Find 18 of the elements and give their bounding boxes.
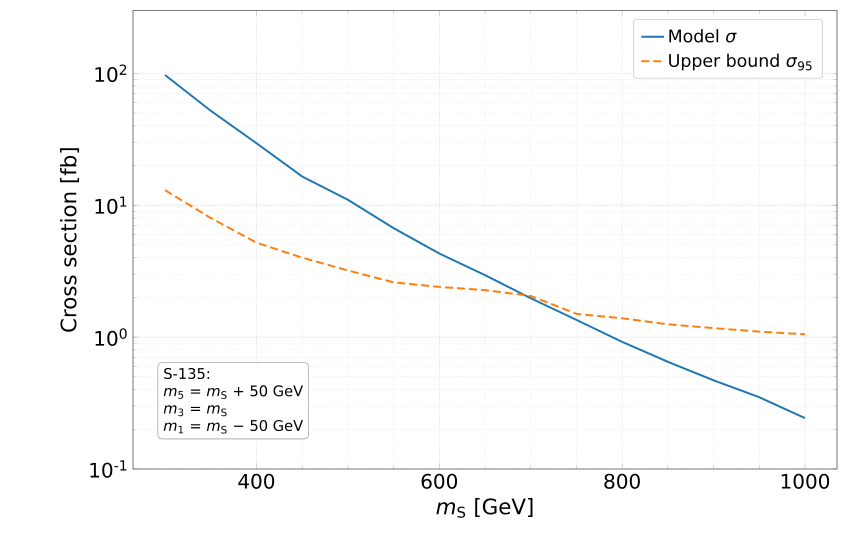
annotation: S-135:: [164, 368, 210, 380]
x-tick-label: 800: [604, 474, 640, 489]
y-tick-label: 10$^{1}$: [95, 196, 126, 214]
y-axis-title: Cross section [fb]: [60, 148, 80, 332]
y-tick-label: 10$^{0}$: [95, 328, 127, 346]
x-axis-title: m$_{S}$ [GeV]: [436, 498, 532, 518]
line-series: [164, 74, 806, 420]
annotation: m$_{3}$ = m$_{S}$: [164, 405, 227, 416]
x-tick-label: 1000: [782, 474, 830, 489]
x-tick-label: 400: [238, 474, 274, 489]
legend-label: Model σ: [669, 29, 737, 43]
legend-label: Upper bound σ$_{95}$: [669, 54, 812, 70]
y-tick-label: 10$^{2}$: [95, 64, 126, 82]
annotation: m$_{5}$ = m$_{S}$ + 50 GeV: [164, 385, 304, 399]
line-series: [164, 189, 806, 336]
y-tick-label: 10$^{-1}$: [90, 460, 126, 478]
x-tick-label: 600: [422, 474, 458, 489]
annotation: m$_{1}$ = m$_{S}$ − 50 GeV: [164, 420, 304, 434]
